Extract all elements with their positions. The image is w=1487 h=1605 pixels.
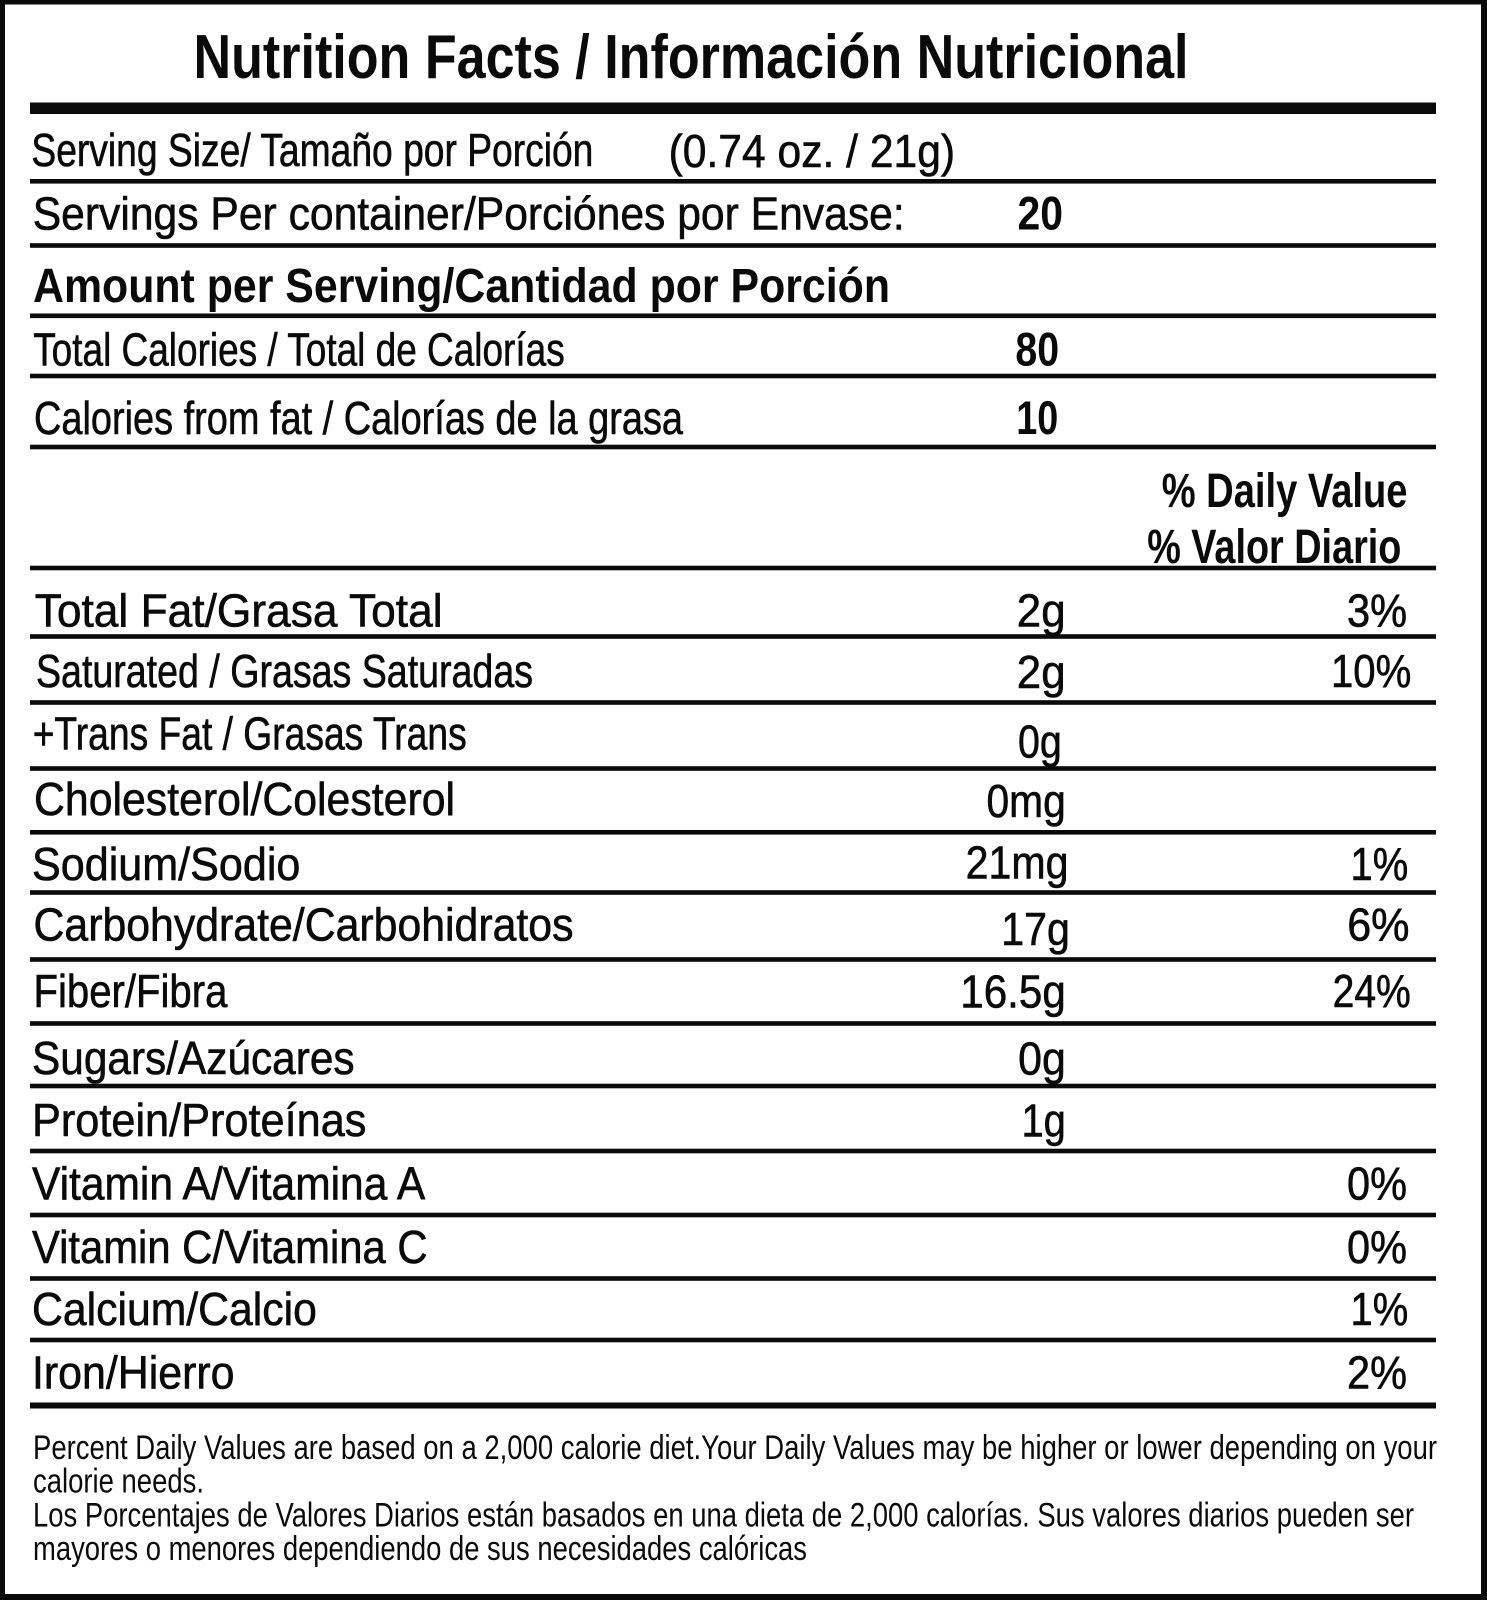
- svg-text:3%: 3%: [1347, 585, 1407, 637]
- svg-text:Nutrition Facts / Información: Nutrition Facts / Información Nutriciona…: [194, 23, 1189, 92]
- svg-text:1%: 1%: [1351, 838, 1409, 890]
- svg-text:Serving Size/ Tamaño por Porci: Serving Size/ Tamaño por Porción: [31, 124, 593, 176]
- svg-text:Calcium/Calcio: Calcium/Calcio: [32, 1283, 317, 1335]
- svg-text:Sugars/Azúcares: Sugars/Azúcares: [32, 1032, 355, 1084]
- svg-text:Calories from fat / Calorías d: Calories from fat / Calorías de la grasa: [34, 392, 683, 444]
- svg-text:Vitamin A/Vitamina A: Vitamin A/Vitamina A: [32, 1158, 425, 1210]
- svg-text:1%: 1%: [1351, 1283, 1409, 1335]
- svg-text:21mg: 21mg: [966, 836, 1069, 888]
- svg-text:Total Fat/Grasa Total: Total Fat/Grasa Total: [35, 585, 443, 637]
- svg-text:0mg: 0mg: [987, 775, 1066, 827]
- svg-text:% Daily Value: % Daily Value: [1162, 465, 1408, 518]
- svg-text:Percent Daily Values are based: Percent Daily Values are based on a 2,00…: [33, 1429, 1437, 1467]
- svg-text:10: 10: [1016, 391, 1058, 444]
- svg-text:16.5g: 16.5g: [960, 966, 1066, 1018]
- svg-text:0%: 0%: [1347, 1158, 1407, 1210]
- svg-text:Iron/Hierro: Iron/Hierro: [32, 1347, 235, 1399]
- svg-text:(0.74 oz. / 21g): (0.74 oz. / 21g): [669, 125, 956, 177]
- svg-text:Total Calories / Total de Calo: Total Calories / Total de Calorías: [33, 324, 565, 376]
- svg-text:0g: 0g: [1018, 1032, 1066, 1084]
- svg-text:+Trans Fat / Grasas Trans: +Trans Fat / Grasas Trans: [33, 708, 467, 760]
- svg-text:1g: 1g: [1022, 1094, 1066, 1146]
- svg-text:2g: 2g: [1017, 646, 1066, 698]
- svg-text:10%: 10%: [1331, 645, 1411, 697]
- svg-text:Los Porcentajes de Valores Dia: Los Porcentajes de Valores Diarios están…: [33, 1497, 1414, 1535]
- svg-text:17g: 17g: [1001, 903, 1070, 955]
- svg-text:calorie needs.: calorie needs.: [33, 1463, 204, 1501]
- svg-text:Fiber/Fibra: Fiber/Fibra: [34, 965, 228, 1017]
- svg-text:Vitamin C/Vitamina C: Vitamin C/Vitamina C: [32, 1221, 428, 1273]
- svg-text:24%: 24%: [1333, 965, 1411, 1017]
- svg-text:Cholesterol/Colesterol: Cholesterol/Colesterol: [34, 773, 455, 825]
- svg-text:Amount per Serving/Cantidad po: Amount per Serving/Cantidad por Porción: [33, 260, 890, 313]
- svg-text:0%: 0%: [1347, 1221, 1407, 1273]
- svg-text:Saturated / Grasas Saturadas: Saturated / Grasas Saturadas: [36, 645, 533, 697]
- svg-text:Carbohydrate/Carbohidratos: Carbohydrate/Carbohidratos: [34, 898, 574, 950]
- svg-text:80: 80: [1015, 323, 1059, 376]
- svg-text:0g: 0g: [1018, 716, 1062, 768]
- svg-text:2%: 2%: [1347, 1347, 1407, 1399]
- svg-text:Servings Per container/Porción: Servings Per container/Porciónes por Env…: [33, 188, 905, 240]
- svg-text:20: 20: [1018, 187, 1064, 240]
- svg-text:2g: 2g: [1017, 585, 1066, 637]
- svg-text:Protein/Proteínas: Protein/Proteínas: [32, 1094, 366, 1146]
- svg-text:6%: 6%: [1347, 898, 1409, 950]
- svg-text:% Valor Diario: % Valor Diario: [1147, 521, 1401, 574]
- svg-text:Sodium/Sodio: Sodium/Sodio: [32, 838, 300, 890]
- svg-text:mayores o menores dependiendo: mayores o menores dependiendo de sus nec…: [33, 1530, 807, 1568]
